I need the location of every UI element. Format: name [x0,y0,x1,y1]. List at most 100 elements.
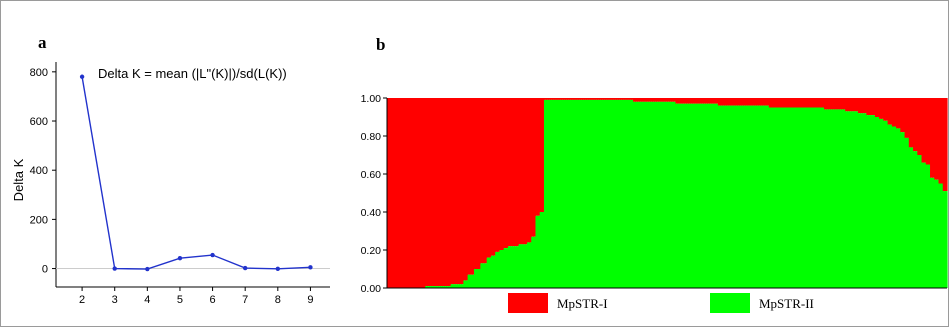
bar-mpstr-i [597,98,600,100]
bar-mpstr-i [535,98,539,216]
bar-mpstr-i [840,98,844,110]
bar-mpstr-i [722,98,725,106]
bar-mpstr-i [785,98,789,108]
bar-mpstr-i [626,98,630,100]
bar-mpstr-i [552,98,556,100]
y-tick-label-b: 1.00 [361,93,382,105]
y-tick-label-a: 800 [30,67,48,79]
bar-mpstr-i [781,98,785,108]
bar-mpstr-ii [679,103,683,288]
bar-mpstr-i [410,98,414,288]
bar-mpstr-i [403,98,407,288]
x-tick-label-a: 3 [112,294,118,306]
bar-mpstr-ii [554,99,558,289]
bar-mpstr-ii [616,99,619,289]
bar-mpstr-ii [868,115,872,288]
bar-mpstr-i [635,98,638,102]
bar-mpstr-i [800,98,804,108]
bar-mpstr-i [469,98,473,275]
delta-k-point [308,265,313,270]
bar-mpstr-ii [891,126,895,288]
y-tick-label-a: 600 [30,116,48,128]
bar-mpstr-ii [938,183,942,288]
x-tick-label-a: 2 [79,294,85,306]
bar-mpstr-i [874,98,878,117]
bar-mpstr-i [641,98,645,102]
bar-mpstr-ii [664,101,668,288]
bar-mpstr-ii [745,105,749,288]
bar-mpstr-ii [643,101,647,288]
bar-mpstr-i [832,98,836,110]
bar-mpstr-i [507,98,511,247]
bar-mpstr-i [450,98,454,285]
bar-mpstr-ii [433,286,437,288]
bar-mpstr-ii [815,107,819,288]
bar-mpstr-ii [548,99,551,289]
bar-mpstr-ii [520,244,524,288]
bar-mpstr-i [613,98,617,100]
bar-mpstr-ii [857,113,861,288]
bar-mpstr-ii [537,215,541,288]
bar-mpstr-ii [514,246,517,288]
bar-mpstr-ii [785,107,789,288]
bar-mpstr-i [495,98,498,252]
bar-mpstr-ii [611,99,615,289]
bar-mpstr-i [660,98,664,102]
bar-mpstr-i [584,98,587,100]
bar-mpstr-ii [741,105,744,288]
bar-mpstr-ii [571,99,575,289]
bar-mpstr-ii [703,103,706,288]
bar-mpstr-ii [906,137,910,288]
bar-mpstr-ii [927,164,931,288]
bar-mpstr-i [622,98,626,100]
bar-mpstr-ii [427,286,431,288]
bar-mpstr-ii [563,99,566,289]
bar-mpstr-i [473,98,477,269]
bar-mpstr-ii [522,244,526,288]
delta-k-series-line [81,76,311,270]
bar-mpstr-i [406,98,409,288]
bar-mpstr-i [433,98,437,287]
bar-mpstr-i [482,98,486,264]
bar-mpstr-i [556,98,560,100]
bar-mpstr-ii [879,118,882,289]
bar-mpstr-ii [800,107,804,288]
bar-mpstr-i [616,98,619,100]
bar-mpstr-i [611,98,615,100]
bar-mpstr-ii [896,128,899,288]
bar-mpstr-ii [654,101,657,288]
bar-mpstr-i [900,98,904,133]
bar-mpstr-ii [622,99,626,289]
bar-mpstr-i [855,98,859,112]
bar-mpstr-ii [518,244,522,288]
bar-mpstr-ii [645,101,649,288]
bar-mpstr-ii [573,99,577,289]
bar-mpstr-ii [607,99,611,289]
bar-mpstr-i [683,98,687,104]
bar-mpstr-ii [751,105,755,288]
bar-mpstr-ii [543,99,547,289]
bar-mpstr-i [522,98,526,245]
bar-mpstr-ii [734,105,738,288]
bar-mpstr-ii [673,101,677,288]
bar-mpstr-i [586,98,590,100]
bar-mpstr-i [512,98,515,247]
y-tick-label-b: 0.40 [361,207,382,219]
bar-mpstr-i [821,98,825,108]
bar-mpstr-i [664,98,668,102]
bar-mpstr-ii [768,107,772,288]
bar-mpstr-ii [660,101,664,288]
bar-mpstr-ii [726,105,730,288]
bar-mpstr-i [645,98,649,102]
delta-k-point [79,74,85,79]
bar-mpstr-i [739,98,742,106]
bar-mpstr-i [423,98,426,288]
bar-mpstr-ii [908,147,912,288]
bar-mpstr-i [486,98,490,258]
bar-mpstr-ii [454,284,458,288]
bar-mpstr-ii [440,286,443,288]
bar-mpstr-ii [707,103,711,288]
bar-mpstr-ii [743,105,747,288]
x-tick-label-a: 7 [242,294,248,306]
